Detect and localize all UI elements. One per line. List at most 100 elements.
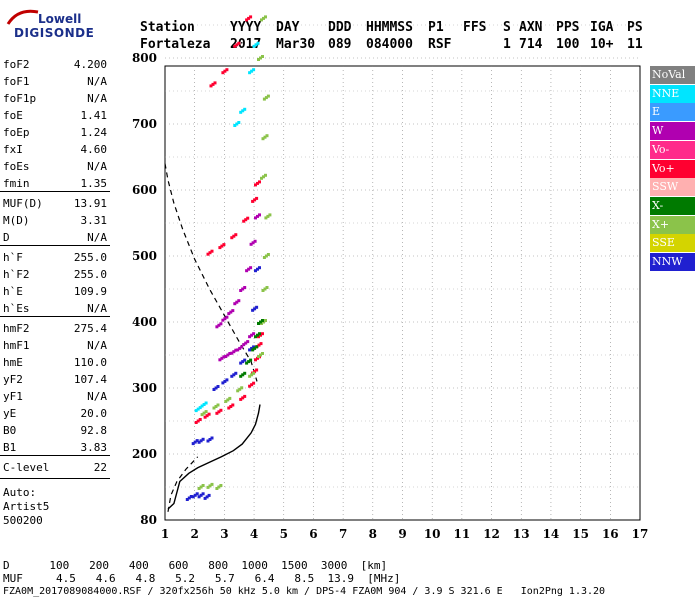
header-label-5: P1 <box>428 20 444 35</box>
data-point-x- <box>226 398 230 402</box>
data-point-x- <box>264 173 267 177</box>
param-row: foEs N/A <box>3 160 107 174</box>
data-point-x- <box>266 253 270 256</box>
data-point-x- <box>236 389 240 393</box>
param-value: N/A <box>87 390 107 403</box>
data-point-vo- <box>239 397 243 401</box>
data-point-x- <box>256 333 259 337</box>
param-row: h`F 255.0 <box>3 251 107 265</box>
param-key: hmF1 <box>3 339 30 352</box>
data-point-w <box>223 317 227 321</box>
data-point-vo- <box>218 246 222 250</box>
param-value: 20.0 <box>80 407 108 420</box>
auto-artist: Artist5 <box>3 500 50 513</box>
data-point-x- <box>253 346 257 350</box>
data-point-x- <box>255 345 259 349</box>
data-point-x- <box>260 18 263 22</box>
data-point-x- <box>263 287 267 291</box>
data-point-nnw <box>199 439 203 443</box>
data-point-x- <box>257 322 260 325</box>
header-label-11: PS <box>627 20 643 35</box>
data-point-w <box>240 345 244 349</box>
data-point-nnw <box>187 496 191 500</box>
data-point-vo- <box>245 18 249 22</box>
data-point-x- <box>261 55 264 58</box>
data-point-x- <box>249 358 253 362</box>
param-row: yE 20.0 <box>3 407 107 421</box>
data-point-x- <box>265 134 269 138</box>
header-value-10: 10+ <box>590 37 614 52</box>
data-point-w <box>218 358 222 362</box>
data-point-x- <box>215 487 219 490</box>
data-point-vo- <box>255 196 259 200</box>
data-point-nnw <box>197 495 201 499</box>
data-point-x- <box>259 353 262 357</box>
data-point-w <box>245 269 249 273</box>
data-point-x- <box>208 484 212 488</box>
legend-item-vo-: Vo- <box>650 140 695 159</box>
param-row: hmE 110.0 <box>3 356 107 370</box>
data-point-vo- <box>203 415 207 419</box>
data-point-x- <box>261 319 264 322</box>
header-value-3: 089 <box>328 37 352 52</box>
x-tick-label: 17 <box>632 527 649 541</box>
data-point-w <box>230 351 234 355</box>
data-point-vo- <box>232 234 236 238</box>
x-tick-label: 6 <box>309 527 317 541</box>
data-point-vo- <box>250 383 254 387</box>
y-tick-label: 800 <box>132 51 157 65</box>
data-point-x- <box>264 319 267 322</box>
data-point-nne <box>196 407 200 411</box>
param-value: 4.200 <box>73 58 107 71</box>
param-key: fmin <box>3 177 30 190</box>
x-tick-label: 5 <box>280 527 288 541</box>
data-point-w <box>258 213 261 217</box>
data-point-x- <box>238 387 242 391</box>
data-point-nnw <box>195 439 199 443</box>
param-row: D N/A <box>3 231 107 245</box>
param-key: hmF2 <box>3 322 30 335</box>
data-point-x- <box>200 413 204 417</box>
data-point-w <box>254 216 257 220</box>
data-point-w <box>253 239 257 243</box>
data-point-x- <box>252 371 256 375</box>
header-label-9: PPS <box>556 20 580 35</box>
param-divider <box>0 245 110 246</box>
data-point-vo- <box>257 343 261 347</box>
data-point-x- <box>266 214 270 218</box>
data-point-w <box>219 322 223 326</box>
data-point-vo- <box>253 198 257 202</box>
ionogram-chart: 1 2 3 4 5 6 7 8 9 10 11 12 13 14 15 16 17802003004005006… <box>132 15 649 541</box>
legend-item-x-: X+ <box>650 215 695 234</box>
data-point-nne <box>204 401 208 405</box>
data-point-w <box>237 299 241 303</box>
x-tick-label: 11 <box>454 527 471 541</box>
param-value: N/A <box>87 75 107 88</box>
header-value-2: Mar30 <box>276 37 316 52</box>
legend-item-w: W <box>650 122 695 141</box>
data-point-vo- <box>235 43 239 47</box>
x-tick-label: 13 <box>513 527 530 541</box>
data-point-vo- <box>225 68 229 72</box>
x-tick-label: 15 <box>572 527 589 541</box>
param-value: N/A <box>87 92 107 105</box>
data-point-vo- <box>230 236 234 240</box>
data-point-vo- <box>227 406 231 410</box>
param-key: foF1p <box>3 92 37 105</box>
data-point-vo- <box>253 370 257 373</box>
param-key: yF2 <box>3 373 23 386</box>
data-point-x- <box>210 482 214 486</box>
data-point-x- <box>254 335 257 339</box>
header-label-6: FFS <box>463 20 487 35</box>
param-value: 110.0 <box>73 356 107 369</box>
data-point-x- <box>243 371 247 375</box>
lower-dashed-line <box>167 456 199 512</box>
header-label-2: DAY <box>276 20 300 35</box>
param-value: 255.0 <box>73 268 107 281</box>
data-point-nnw <box>185 498 189 501</box>
data-point-vo- <box>220 244 224 248</box>
profile-line <box>167 404 261 510</box>
data-point-nnw <box>205 495 209 499</box>
footer-info: FZA0M_2017089084000.RSF / 320fx256h 50 k… <box>3 586 606 597</box>
data-point-w <box>256 214 259 218</box>
